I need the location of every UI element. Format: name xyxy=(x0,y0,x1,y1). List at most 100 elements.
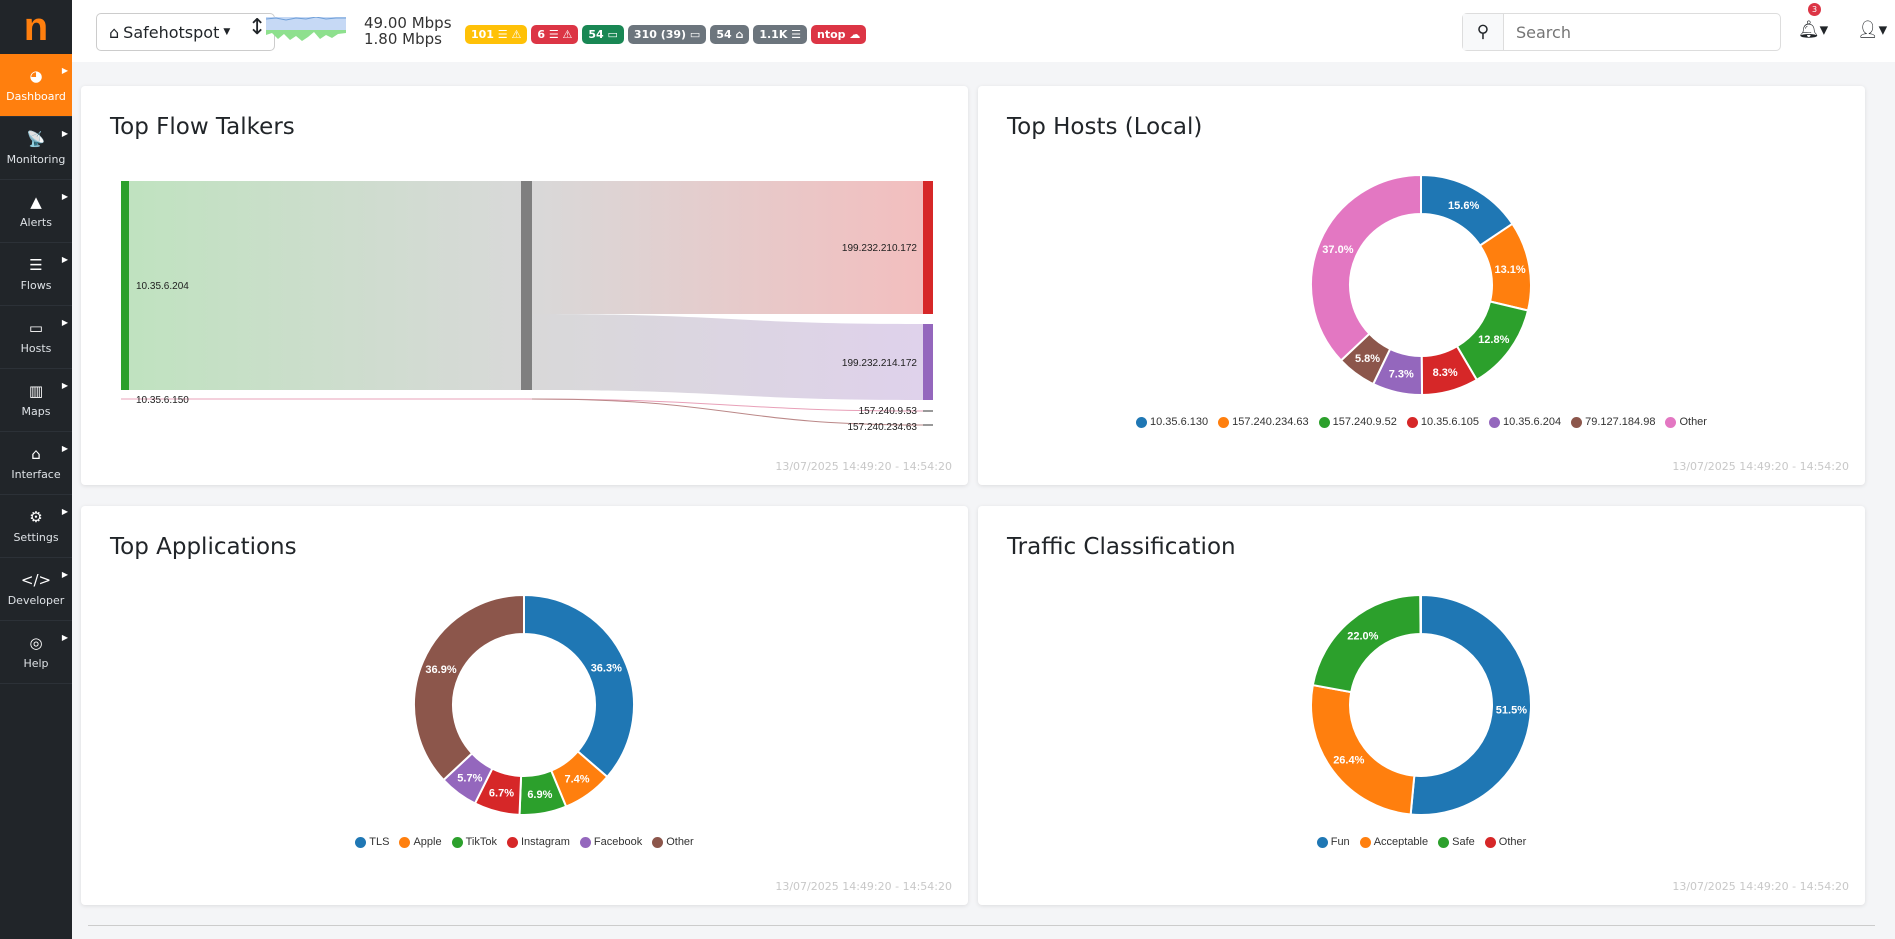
sankey-node[interactable] xyxy=(521,181,532,390)
legend-swatch xyxy=(1136,416,1148,428)
legend-item[interactable]: 10.35.6.105 xyxy=(1406,416,1479,428)
top-hosts-card: Top Hosts (Local) 15.6% 13.1% 12.8% 8.3% 7.3… xyxy=(978,86,1865,485)
interface-icon: ⌂ xyxy=(109,22,120,42)
legend-item[interactable]: 157.240.9.52 xyxy=(1318,416,1397,428)
settings-icon: ⚙ xyxy=(29,508,43,526)
interface-icon: ⌂ xyxy=(31,445,41,463)
legend-label: Acceptable xyxy=(1373,836,1429,848)
sankey-node[interactable] xyxy=(121,181,129,390)
donut-slice[interactable] xyxy=(523,593,635,779)
donut-slice[interactable] xyxy=(1419,593,1422,636)
slice-label: 22.0% xyxy=(1347,631,1378,643)
sankey-node[interactable] xyxy=(923,424,933,426)
legend-item[interactable]: Other xyxy=(652,836,694,848)
caret-right-icon: ▶ xyxy=(61,633,68,642)
legend-label: 157.240.234.63 xyxy=(1232,416,1309,428)
sankey-link[interactable] xyxy=(129,181,521,390)
hosts-icon: ▭ xyxy=(28,319,44,337)
timestamp: 13/07/2025 14:49:20 - 14:54:20 xyxy=(775,880,952,893)
card-title: Top Hosts (Local) xyxy=(1007,114,1203,140)
interface-selector[interactable]: ⌂ Safehotspot ▼ xyxy=(96,13,275,51)
legend-item[interactable]: Instagram xyxy=(506,836,570,848)
sidebar-item-alerts[interactable]: ▲ Alerts ▶ xyxy=(0,180,72,243)
legend-item[interactable]: 157.240.234.63 xyxy=(1218,416,1309,428)
status-badge[interactable]: 6 ☰ ⚠ xyxy=(531,25,579,44)
slice-label: 5.7% xyxy=(457,773,482,785)
donut-slice[interactable] xyxy=(1310,173,1422,362)
status-badge[interactable]: ntop ☁ xyxy=(811,25,867,44)
sidebar-item-interface[interactable]: ⌂ Interface ▶ xyxy=(0,432,72,495)
donut-slice[interactable] xyxy=(1409,593,1532,816)
sidebar-item-settings[interactable]: ⚙ Settings ▶ xyxy=(0,495,72,558)
sidebar-item-label: Settings xyxy=(13,531,59,544)
search-icon[interactable]: ⚲ xyxy=(1463,14,1504,50)
legend-label: Instagram xyxy=(520,836,570,848)
sidebar-item-label: Dashboard xyxy=(6,90,66,103)
sidebar-item-help[interactable]: ◎ Help ▶ xyxy=(0,621,72,684)
sidebar-item-flows[interactable]: ☰ Flows ▶ xyxy=(0,243,72,306)
ntop-logo[interactable]: n xyxy=(23,4,49,49)
caret-right-icon: ▶ xyxy=(61,444,68,453)
sidebar-item-label: Developer xyxy=(7,594,65,607)
sankey-label: 157.240.9.53 xyxy=(859,406,918,417)
sidebar-item-monitoring[interactable]: 📡 Monitoring ▶ xyxy=(0,117,72,180)
sidebar-item-hosts[interactable]: ▭ Hosts ▶ xyxy=(0,306,72,369)
caret-right-icon: ▶ xyxy=(61,192,68,201)
donut-slice[interactable] xyxy=(1310,683,1416,816)
legend-swatch xyxy=(399,836,411,848)
legend-item[interactable]: Other xyxy=(1665,416,1707,428)
legend-item[interactable]: TLS xyxy=(355,836,389,848)
sankey-node[interactable] xyxy=(923,324,933,400)
legend-item[interactable]: 10.35.6.204 xyxy=(1488,416,1562,428)
chart-legend: TLS Apple TikTok Instagram Facebook Other xyxy=(81,836,968,848)
legend-item[interactable]: Fun xyxy=(1316,836,1350,848)
sankey-node[interactable] xyxy=(923,410,933,412)
slice-label: 37.0% xyxy=(1322,244,1353,256)
legend-item[interactable]: Safe xyxy=(1438,836,1475,848)
legend-item[interactable]: 10.35.6.130 xyxy=(1136,416,1208,428)
legend-item[interactable]: 79.127.184.98 xyxy=(1571,416,1655,428)
slice-label: 7.4% xyxy=(564,773,589,785)
legend-label: Apple xyxy=(413,836,442,848)
sidebar-item-maps[interactable]: ▥ Maps ▶ xyxy=(0,369,72,432)
sidebar-item-label: Monitoring xyxy=(6,153,66,166)
legend-label: TikTok xyxy=(465,836,497,848)
donut-slice[interactable] xyxy=(413,593,525,782)
caret-right-icon: ▶ xyxy=(61,66,68,75)
caret-right-icon: ▶ xyxy=(61,570,68,579)
status-badge[interactable]: 1.1K ☰ xyxy=(753,25,808,44)
legend-item[interactable]: Other xyxy=(1484,836,1526,848)
sankey-node[interactable] xyxy=(923,181,933,314)
throughput-sparkline[interactable] xyxy=(266,17,346,43)
status-badge[interactable]: 101 ☰ ⚠ xyxy=(465,25,528,44)
sankey-link[interactable] xyxy=(531,398,924,426)
status-badge[interactable]: 54 ▭ xyxy=(582,25,624,44)
legend-label: 10.35.6.204 xyxy=(1502,416,1562,428)
sidebar-item-label: Help xyxy=(23,657,49,670)
sidebar-item-dashboard[interactable]: ◕ Dashboard ▶ xyxy=(0,54,72,117)
card-title: Top Applications xyxy=(110,534,297,560)
status-badges: 101 ☰ ⚠ 6 ☰ ⚠ 54 ▭ 310 (39) ▭ 54 ⌂ 1.1K ☰ ntop… xyxy=(465,25,867,44)
legend-swatch xyxy=(1316,836,1328,848)
legend-swatch xyxy=(1318,416,1330,428)
notifications-bell-icon[interactable]: 🔔︎▾ xyxy=(1798,20,1829,40)
legend-item[interactable]: Facebook xyxy=(579,836,642,848)
status-badge[interactable]: 310 (39) ▭ xyxy=(627,25,707,44)
donut-slice[interactable] xyxy=(1311,593,1422,694)
legend-item[interactable]: Acceptable xyxy=(1359,836,1429,848)
legend-label: 10.35.6.130 xyxy=(1150,416,1209,428)
sankey-link[interactable] xyxy=(121,398,924,412)
legend-label: Other xyxy=(666,836,694,848)
sidebar-item-developer[interactable]: </> Developer ▶ xyxy=(0,558,72,621)
search-input[interactable] xyxy=(1504,14,1774,50)
legend-item[interactable]: Apple xyxy=(399,836,442,848)
legend-label: 79.127.184.98 xyxy=(1585,416,1656,428)
legend-label: 157.240.9.52 xyxy=(1332,416,1397,428)
legend-item[interactable]: TikTok xyxy=(451,836,497,848)
user-menu-icon[interactable]: 👤︎▾ xyxy=(1857,20,1888,40)
sankey-link[interactable] xyxy=(532,181,923,314)
top-hosts-donut: 15.6% 13.1% 12.8% 8.3% 7.3% 5.8% 37.0% xyxy=(1310,173,1532,397)
status-badge[interactable]: 54 ⌂ xyxy=(710,25,750,44)
sidebar: n ◕ Dashboard ▶ 📡 Monitoring ▶ ▲ Alerts ▶ ☰ Flows ▶… xyxy=(0,0,72,939)
sankey-link[interactable] xyxy=(532,314,923,400)
